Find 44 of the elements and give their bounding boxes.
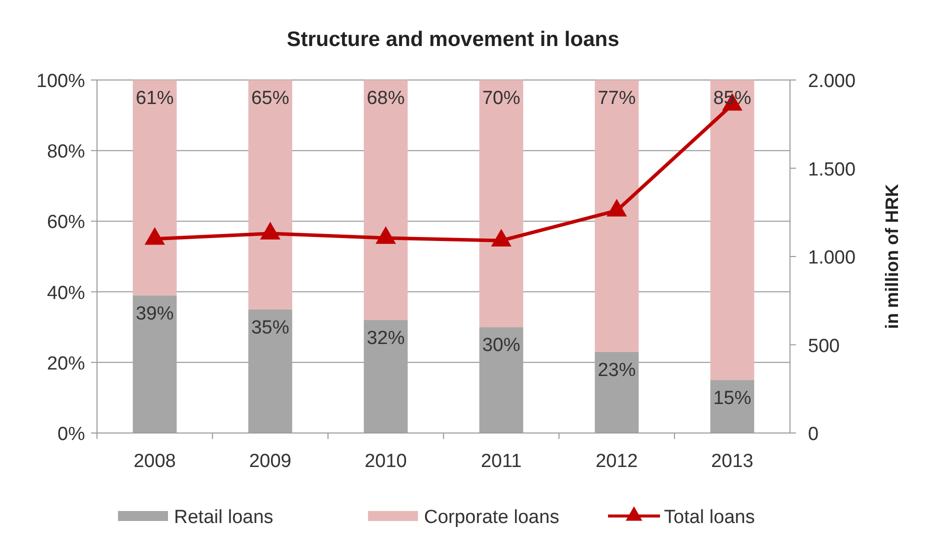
data-label: 32% xyxy=(366,328,405,350)
y2-tick-label: 1.000 xyxy=(808,248,856,268)
y2-axis-title: in million of HRK xyxy=(882,184,902,329)
bar xyxy=(364,80,408,320)
y2-tick-label: 2.000 xyxy=(808,71,856,92)
x-tick-label: 2013 xyxy=(711,451,754,472)
data-label: 35% xyxy=(251,317,290,338)
x-tick-label: 2012 xyxy=(596,451,638,472)
y2-tick-label: 0 xyxy=(808,424,819,445)
bar xyxy=(364,320,408,433)
chart-title: Structure and movement in loans xyxy=(286,28,620,51)
y-tick-label: 100% xyxy=(36,71,86,92)
data-label: 70% xyxy=(482,88,520,109)
legend-label: Total loans xyxy=(664,507,755,528)
y-tick-label: 80% xyxy=(46,142,86,163)
bar xyxy=(132,80,177,296)
data-label: 39% xyxy=(136,303,174,324)
data-label: 23% xyxy=(598,360,636,381)
data-label: 15% xyxy=(713,388,752,410)
y-tick-label: 0% xyxy=(58,424,86,445)
data-label: 30% xyxy=(482,335,520,356)
x-tick-label: 2008 xyxy=(134,451,176,472)
bar xyxy=(479,327,524,433)
bar xyxy=(248,80,292,310)
data-label: 77% xyxy=(598,88,636,109)
legend-label: Corporate loans xyxy=(424,507,560,528)
y-tick-label: 40% xyxy=(46,282,86,304)
data-label: 65% xyxy=(251,88,290,109)
data-label: 61% xyxy=(136,88,174,109)
data-label: 68% xyxy=(366,88,405,109)
x-tick-label: 2009 xyxy=(249,451,292,472)
bar xyxy=(132,295,177,433)
y2-tick-label: 1.500 xyxy=(808,159,856,180)
x-tick-label: 2011 xyxy=(480,451,522,472)
bar xyxy=(248,309,292,433)
legend-label: Retail loans xyxy=(174,507,274,528)
bar xyxy=(479,80,524,328)
y-tick-label: 60% xyxy=(46,212,86,234)
bar xyxy=(594,80,639,352)
y-tick-label: 20% xyxy=(46,353,86,374)
x-tick-label: 2010 xyxy=(364,451,407,472)
y2-tick-label: 500 xyxy=(808,336,840,357)
bar xyxy=(710,80,754,380)
bar xyxy=(594,352,639,433)
